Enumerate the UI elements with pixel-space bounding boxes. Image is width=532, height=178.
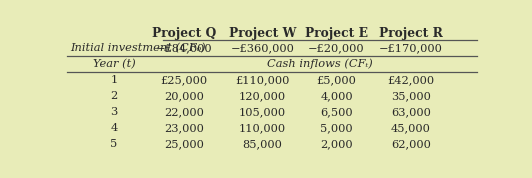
Text: Project W: Project W xyxy=(229,27,296,40)
Text: −£360,000: −£360,000 xyxy=(230,43,294,53)
Text: 120,000: 120,000 xyxy=(239,91,286,101)
Text: £42,000: £42,000 xyxy=(387,75,434,85)
Text: 3: 3 xyxy=(110,107,118,117)
Text: 85,000: 85,000 xyxy=(243,139,282,149)
Text: £110,000: £110,000 xyxy=(235,75,289,85)
Text: 2: 2 xyxy=(110,91,118,101)
Text: Project Q: Project Q xyxy=(152,27,216,40)
Text: 22,000: 22,000 xyxy=(164,107,204,117)
Text: Project R: Project R xyxy=(379,27,443,40)
Text: 35,000: 35,000 xyxy=(391,91,431,101)
Text: −£20,000: −£20,000 xyxy=(308,43,365,53)
Text: 2,000: 2,000 xyxy=(320,139,353,149)
Text: 45,000: 45,000 xyxy=(391,123,431,133)
Text: 20,000: 20,000 xyxy=(164,91,204,101)
Text: £5,000: £5,000 xyxy=(317,75,356,85)
Text: −£84,000: −£84,000 xyxy=(156,43,212,53)
Text: Year (t): Year (t) xyxy=(93,59,135,69)
Text: £25,000: £25,000 xyxy=(161,75,207,85)
Text: Cash inflows (CFₜ): Cash inflows (CFₜ) xyxy=(267,59,373,69)
Text: 4,000: 4,000 xyxy=(320,91,353,101)
Text: 4: 4 xyxy=(110,123,118,133)
Text: 62,000: 62,000 xyxy=(391,139,431,149)
Text: 25,000: 25,000 xyxy=(164,139,204,149)
Text: 23,000: 23,000 xyxy=(164,123,204,133)
Text: 5: 5 xyxy=(110,139,118,149)
Text: −£170,000: −£170,000 xyxy=(379,43,443,53)
Text: 6,500: 6,500 xyxy=(320,107,353,117)
Text: 5,000: 5,000 xyxy=(320,123,353,133)
Text: Project E: Project E xyxy=(305,27,368,40)
Text: Initial investment (CF₀): Initial investment (CF₀) xyxy=(71,43,206,53)
Text: 1: 1 xyxy=(110,75,118,85)
Text: 110,000: 110,000 xyxy=(239,123,286,133)
Text: 105,000: 105,000 xyxy=(239,107,286,117)
Text: 63,000: 63,000 xyxy=(391,107,431,117)
